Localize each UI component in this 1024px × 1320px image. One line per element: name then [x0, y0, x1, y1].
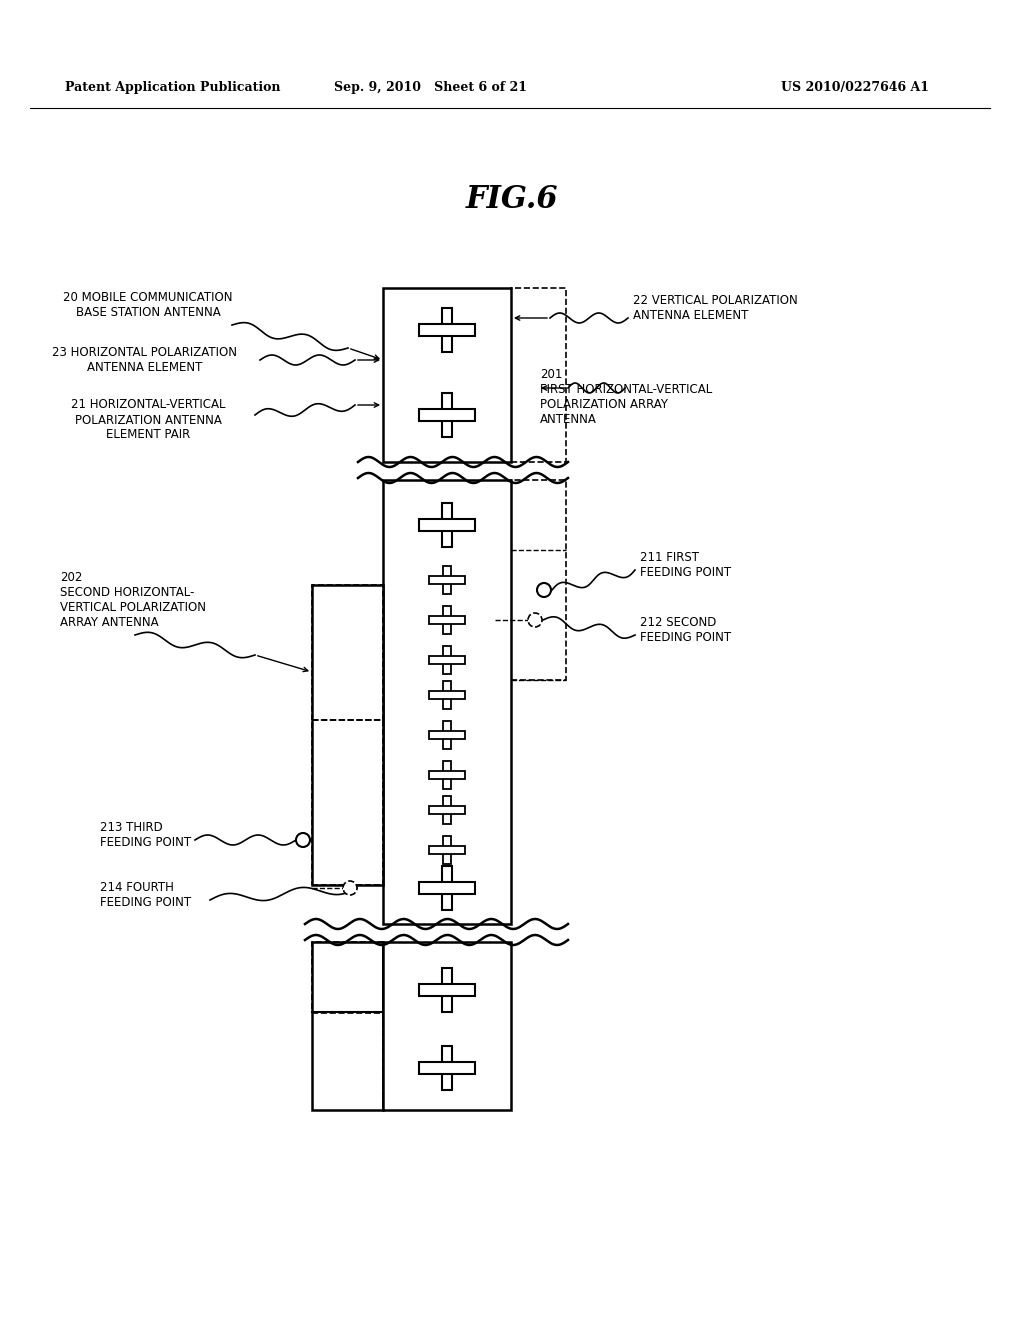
Bar	[419, 882, 475, 894]
Bar	[419, 323, 475, 337]
Text: Patent Application Publication: Patent Application Publication	[65, 82, 281, 95]
Bar	[442, 1045, 452, 1090]
Bar	[443, 606, 451, 634]
Bar	[419, 983, 475, 997]
Text: 201
FIRST HORIZONTAL-VERTICAL
POLARIZATION ARRAY
ANTENNA: 201 FIRST HORIZONTAL-VERTICAL POLARIZATI…	[540, 368, 713, 426]
Bar	[442, 968, 452, 1012]
Bar	[429, 807, 465, 814]
Circle shape	[296, 833, 310, 847]
Bar	[443, 721, 451, 748]
Bar	[429, 656, 465, 664]
Bar	[443, 566, 451, 594]
Bar	[419, 1063, 475, 1074]
Bar	[443, 796, 451, 824]
Bar	[383, 288, 511, 462]
Bar	[442, 866, 452, 909]
Circle shape	[537, 583, 551, 597]
Text: 214 FOURTH
FEEDING POINT: 214 FOURTH FEEDING POINT	[100, 880, 191, 909]
Text: 211 FIRST
FEEDING POINT: 211 FIRST FEEDING POINT	[640, 550, 731, 579]
Bar	[429, 731, 465, 739]
Bar	[429, 846, 465, 854]
Bar	[442, 393, 452, 437]
Text: 23 HORIZONTAL POLARIZATION
ANTENNA ELEMENT: 23 HORIZONTAL POLARIZATION ANTENNA ELEME…	[52, 346, 238, 374]
Bar	[312, 585, 383, 719]
Bar	[511, 288, 566, 462]
Bar	[429, 616, 465, 624]
Bar	[443, 836, 451, 865]
Bar	[312, 585, 383, 884]
Bar	[383, 942, 511, 1110]
Bar	[419, 409, 475, 421]
Bar	[443, 762, 451, 789]
Text: Sep. 9, 2010   Sheet 6 of 21: Sep. 9, 2010 Sheet 6 of 21	[334, 82, 526, 95]
Bar	[442, 503, 452, 546]
Circle shape	[343, 880, 357, 895]
Text: 213 THIRD
FEEDING POINT: 213 THIRD FEEDING POINT	[100, 821, 191, 849]
Bar	[429, 771, 465, 779]
Text: 21 HORIZONTAL-VERTICAL
POLARIZATION ANTENNA
ELEMENT PAIR: 21 HORIZONTAL-VERTICAL POLARIZATION ANTE…	[71, 399, 225, 441]
Bar	[383, 480, 511, 924]
Bar	[312, 942, 383, 1110]
Circle shape	[528, 612, 542, 627]
Bar	[312, 942, 383, 1012]
Text: 202
SECOND HORIZONTAL-
VERTICAL POLARIZATION
ARRAY ANTENNA: 202 SECOND HORIZONTAL- VERTICAL POLARIZA…	[60, 572, 206, 630]
Bar	[312, 719, 383, 884]
Text: FIG.6: FIG.6	[466, 185, 558, 215]
Text: US 2010/0227646 A1: US 2010/0227646 A1	[781, 82, 929, 95]
Bar	[419, 519, 475, 531]
Bar	[442, 308, 452, 352]
Bar	[429, 690, 465, 700]
Text: 20 MOBILE COMMUNICATION
BASE STATION ANTENNA: 20 MOBILE COMMUNICATION BASE STATION ANT…	[63, 290, 232, 319]
Bar	[443, 645, 451, 675]
Bar	[443, 681, 451, 709]
Bar	[429, 576, 465, 583]
Bar	[511, 480, 566, 680]
Text: 22 VERTICAL POLARIZATION
ANTENNA ELEMENT: 22 VERTICAL POLARIZATION ANTENNA ELEMENT	[633, 294, 798, 322]
Text: 212 SECOND
FEEDING POINT: 212 SECOND FEEDING POINT	[640, 616, 731, 644]
